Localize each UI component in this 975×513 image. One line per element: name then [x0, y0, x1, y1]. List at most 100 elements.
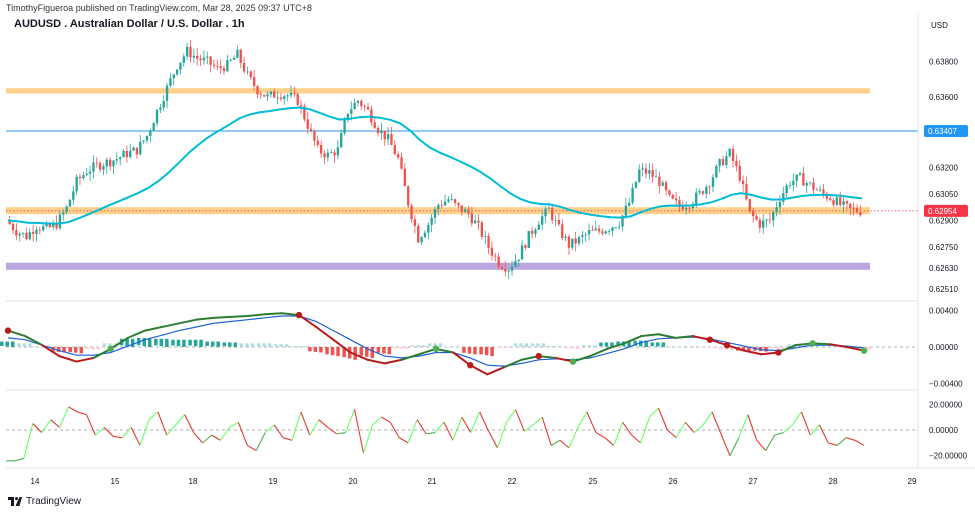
oscillator-line-segment — [800, 411, 811, 436]
oscillator-line-segment — [202, 434, 212, 444]
macd-histogram-bar — [553, 346, 557, 347]
candle-body — [276, 97, 279, 99]
candle-body — [725, 156, 728, 166]
candle-body — [778, 201, 782, 208]
macd-histogram-bar — [125, 338, 129, 347]
oscillator-line-segment — [309, 419, 320, 436]
candle-body — [102, 166, 105, 170]
macd-signal-line — [7, 315, 865, 367]
candle-body — [340, 133, 343, 148]
macd-histogram-bar — [171, 339, 175, 346]
oscillator-line-segment — [139, 419, 150, 446]
candle-body — [738, 165, 741, 181]
tradingview-brand[interactable]: TradingView — [8, 496, 81, 507]
macd-histogram-bar — [439, 343, 443, 347]
macd-histogram-bar — [176, 339, 181, 347]
macd-line-segment — [589, 347, 609, 358]
candle-body — [296, 94, 299, 105]
candle-body — [554, 220, 557, 221]
candle-body — [149, 130, 152, 136]
macd-histogram-bar — [342, 347, 346, 358]
candle-body — [457, 202, 460, 206]
macd-histogram-bar — [462, 347, 466, 353]
macd-line-segment — [828, 343, 848, 348]
macd-line-segment — [469, 364, 489, 376]
macd-line-segment — [657, 333, 677, 339]
oscillator-line-segment — [407, 419, 418, 444]
macd-histogram-bar — [96, 347, 101, 350]
candle-body — [420, 237, 423, 243]
candle-body — [661, 182, 664, 186]
candle-body — [410, 205, 413, 220]
macd-histogram-bar — [416, 345, 420, 347]
candle-body — [189, 46, 192, 58]
macd-histogram-bar — [73, 347, 78, 353]
candle-body — [303, 106, 306, 120]
time-tick-label: 20 — [349, 477, 358, 486]
candle-body — [604, 231, 607, 234]
candle-body — [530, 231, 534, 234]
oscillator-line-segment — [166, 424, 177, 436]
last-price-tag — [924, 204, 968, 217]
candle-body — [383, 130, 386, 140]
price-pane: 0.63800 0.63600 0.63200 0.63050 0.62900 0.627… — [6, 39, 968, 294]
macd-cross-marker — [569, 358, 577, 365]
oscillator-line-segment — [77, 411, 87, 416]
oscillator-pane: 20.00000 0.00000 −20.00000 — [6, 400, 968, 462]
macd-histogram-bar — [856, 347, 860, 350]
macd-histogram-bar — [382, 347, 386, 354]
macd-histogram-bar — [479, 347, 483, 355]
oscillator-line-segment — [327, 426, 338, 435]
demand-zone — [6, 262, 870, 270]
candle-body — [628, 202, 631, 206]
oscillator-tick-label: 0.00000 — [929, 426, 958, 435]
candle-body — [92, 162, 95, 172]
macd-histogram-bar — [701, 347, 706, 348]
candle-body — [41, 226, 45, 231]
candle-body — [788, 185, 792, 186]
macd-line-segment — [606, 342, 626, 350]
macd-histogram-bar — [867, 347, 871, 350]
macd-histogram-bar — [154, 338, 158, 346]
oscillator-line-segment — [586, 411, 597, 433]
axes: 14 15 18 19 20 21 22 25 26 27 28 29 — [6, 14, 975, 486]
macd-histogram-bar — [308, 347, 312, 352]
macd-line-segment — [41, 344, 61, 358]
candle-body — [504, 268, 507, 272]
candle-body — [470, 213, 474, 224]
time-tick-label: 22 — [508, 477, 517, 486]
macd-histogram-bar — [28, 343, 32, 347]
macd-histogram-bar — [39, 347, 44, 348]
macd-line-segment — [246, 313, 266, 318]
candle-body — [313, 130, 316, 141]
macd-histogram-bar — [661, 342, 666, 347]
macd-histogram-bar — [239, 343, 244, 347]
macd-line-segment — [263, 312, 283, 316]
candle-body — [591, 230, 594, 231]
candle-body — [808, 182, 812, 184]
oscillator-line-segment — [809, 424, 820, 436]
candle-body — [306, 119, 309, 129]
macd-line-segment — [143, 325, 164, 332]
candle-body — [65, 206, 68, 213]
macd-line-segment — [400, 353, 420, 361]
oscillator-line-segment — [622, 421, 633, 436]
macd-histogram-bar — [638, 340, 643, 347]
oscillator-line-segment — [577, 411, 588, 428]
oscillator-line-segment — [613, 422, 624, 446]
oscillator-line-segment — [443, 422, 454, 441]
candle-body — [621, 215, 624, 227]
candle-body — [698, 191, 701, 193]
macd-histogram-bar — [410, 345, 415, 347]
candle-body — [845, 201, 849, 204]
oscillator-line-segment — [711, 411, 722, 435]
oscillator-line-segment — [425, 432, 436, 435]
candle-body — [58, 214, 62, 229]
macd-histogram-bar — [467, 347, 472, 354]
macd-line-segment — [623, 335, 643, 345]
candle-body — [802, 173, 805, 186]
oscillator-line-segment — [14, 457, 25, 462]
candle-body — [256, 86, 259, 95]
candle-body — [755, 216, 758, 220]
